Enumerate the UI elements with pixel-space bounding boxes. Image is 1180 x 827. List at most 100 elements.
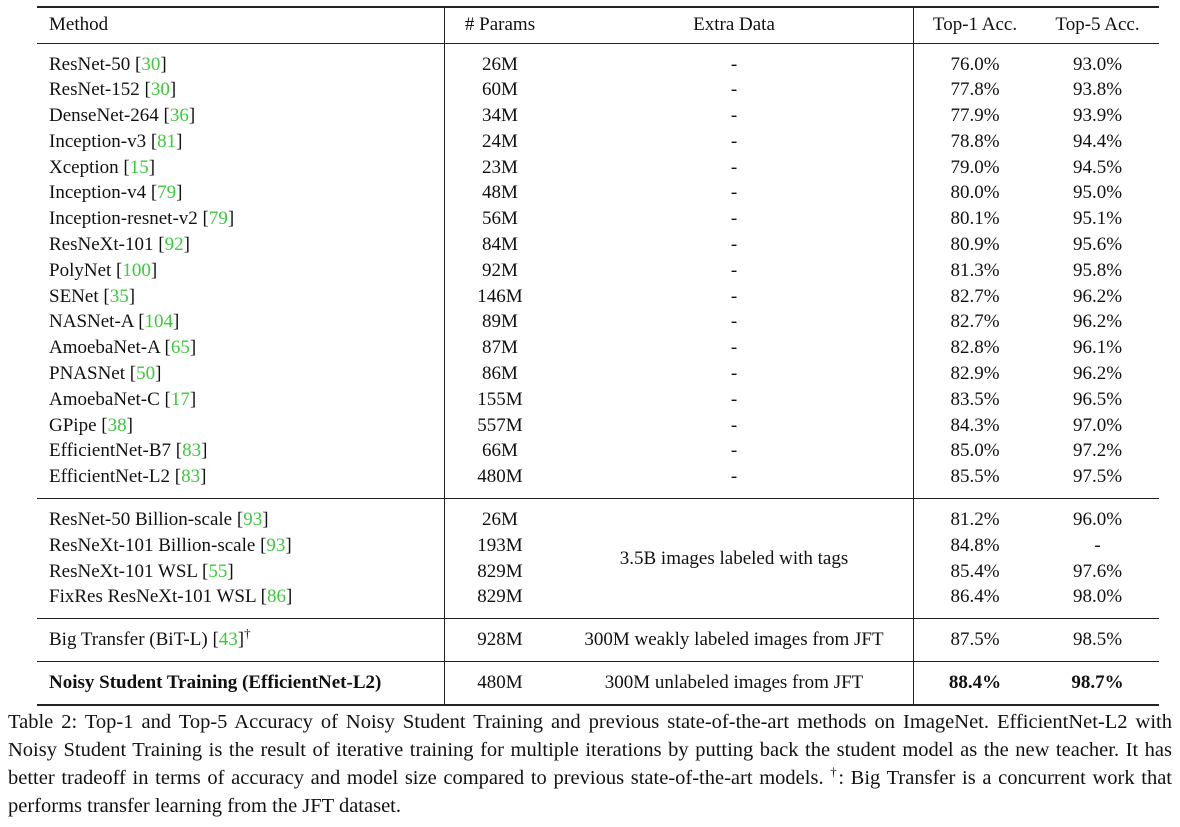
table-row: FixRes ResNeXt-101 WSL [86] 829M 86.4% 98.0… — [37, 584, 1159, 619]
top1-cell: 85.0% — [913, 438, 1036, 465]
top5-cell: 96.2% — [1072, 285, 1123, 307]
citation: 79 — [157, 182, 177, 204]
method-name: ] — [160, 53, 167, 75]
method-cell: PolyNet [100] — [37, 258, 445, 284]
method-name: NASNet-A [ — [49, 311, 145, 333]
citation: 35 — [109, 285, 129, 307]
params-cell: 84M — [444, 232, 555, 258]
table-row: NASNet-A [104] 89M -82.7% 96.2% — [37, 309, 1159, 336]
table-row: Xception [15] 23M -79.0% 94.5% — [37, 154, 1159, 181]
params-cell: 26M — [444, 498, 555, 533]
method-cell: EfficientNet-B7 [83] — [37, 438, 445, 464]
method-name: GPipe [ — [49, 414, 108, 436]
caption-text: : Big Transfer is a concurrent work that… — [8, 767, 1172, 817]
method-name: ] — [237, 629, 245, 651]
table-row: PNASNet [50] 86M -82.9% 96.2% — [37, 361, 1159, 387]
top5-cell: 95.0% — [1072, 182, 1123, 204]
table-row: ResNeXt-101 WSL [55] 829M 85.4% 97.6% — [37, 558, 1159, 585]
citation: 36 — [169, 105, 189, 127]
citation: 100 — [122, 259, 151, 281]
top1-cell: 86.4% — [913, 584, 1036, 619]
caption: Table 2: Top-1 and Top-5 Accuracy of Noi… — [8, 708, 1172, 820]
method-cell: Inception-resnet-v2 [79] — [37, 206, 445, 232]
citation: 93 — [266, 534, 286, 556]
extra-data-cell: - — [730, 311, 738, 333]
params-cell: 89M — [444, 309, 555, 336]
method-name: ] — [176, 130, 183, 152]
params-cell: 86M — [444, 361, 555, 387]
method-name: Inception-resnet-v2 [ — [49, 208, 209, 230]
method-name: ResNet-50 [ — [49, 53, 142, 75]
method-name: ] — [126, 414, 133, 436]
column-header: Top-5 Acc. — [1055, 14, 1140, 36]
extra-data-cell: - — [730, 105, 738, 127]
citation: 17 — [170, 388, 190, 410]
citation: 79 — [208, 208, 228, 230]
extra-data-cell: - — [730, 414, 738, 436]
method-cell: ResNet-50 [30] — [37, 43, 445, 77]
method-name: ResNeXt-101 WSL [ — [49, 560, 209, 582]
extra-data-cell: - — [730, 466, 738, 488]
row-group: ResNet-50 Billion-scale [93] 26M 3.5B imag… — [37, 498, 1159, 619]
top1-cell: 81.3% — [913, 257, 1036, 284]
citation: 30 — [141, 53, 161, 75]
params-cell: 56M — [444, 206, 555, 233]
top1-cell: 87.5% — [913, 618, 1036, 662]
method-name: ] — [169, 79, 177, 101]
top5-cell: - — [1094, 534, 1101, 556]
table-row: ResNet-152 [30] 60M -77.8% 93.8% — [37, 77, 1159, 104]
method-name: ] — [262, 509, 269, 531]
method-cell: DenseNet-264 [36] — [37, 103, 445, 129]
method-name: ] — [183, 234, 190, 256]
method-cell: PNASNet [50] — [37, 361, 445, 387]
results-table: Method # Params Extra Data Top-1 Acc. Top-5 … — [37, 6, 1159, 706]
extra-data-cell: - — [730, 182, 738, 204]
method-cell: ResNeXt-101 WSL [55] — [37, 559, 445, 585]
extra-data-cell: 300M weakly labeled images from JFT — [584, 629, 884, 651]
top5-cell: 98.7% — [1071, 672, 1124, 694]
column-header: Method — [49, 14, 109, 36]
method-name: Xception [ — [49, 156, 130, 178]
method-cell: Inception-v3 [81] — [37, 129, 445, 155]
method-cell: Big Transfer (BiT-L) [43]† — [37, 619, 445, 662]
table-row: PolyNet [100] 92M -81.3% 95.8% — [37, 257, 1159, 284]
params-cell: 146M — [444, 283, 555, 310]
top1-cell: 82.7% — [913, 283, 1036, 310]
top1-cell: 82.9% — [913, 361, 1036, 387]
method-name: EfficientNet-B7 [ — [49, 440, 183, 462]
params-cell: 34M — [444, 103, 555, 129]
method-name: Inception-v3 [ — [49, 130, 158, 152]
table-row: AmoebaNet-A [65] 87M -82.8% 96.1% — [37, 335, 1159, 362]
top5-cell: 97.2% — [1072, 440, 1123, 462]
table-row: ResNet-50 Billion-scale [93] 26M 3.5B imag… — [37, 498, 1159, 569]
row-group: ResNet-50 [30] 26M -76.0% 93.0% ResNet-152 [… — [37, 43, 1159, 499]
method-cell: ResNet-152 [30] — [37, 77, 445, 103]
params-cell: 24M — [444, 128, 555, 155]
params-cell: 480M — [444, 464, 555, 499]
row-group: Big Transfer (BiT-L) [43]† 928M 300M weakl… — [37, 618, 1159, 662]
method-name: ] — [128, 285, 136, 307]
citation: 65 — [170, 337, 190, 359]
extra-data-cell: - — [730, 440, 738, 462]
method-name: ] — [227, 208, 235, 230]
method-cell: AmoebaNet-C [17] — [37, 387, 445, 413]
params-cell: 60M — [444, 77, 555, 104]
params-cell: 480M — [444, 661, 555, 705]
method-name: ] — [189, 337, 197, 359]
extra-data-cell: - — [730, 337, 738, 359]
caption-text: Table 2: Top-1 and Top-5 Accuracy of Noi… — [8, 711, 1172, 789]
method-name: ] — [150, 259, 158, 281]
column-header: Top-1 Acc. — [913, 7, 1036, 43]
table-row: SENet [35] 146M -82.7% 96.2% — [37, 283, 1159, 310]
method-name: EfficientNet-L2 [ — [49, 466, 182, 488]
method-name: ResNet-50 Billion-scale [ — [49, 509, 244, 531]
citation: 30 — [150, 79, 170, 101]
top1-cell: 84.8% — [913, 532, 1036, 559]
params-cell: 92M — [444, 257, 555, 284]
citation: 104 — [144, 311, 174, 333]
top1-cell: 76.0% — [913, 43, 1036, 78]
top5-cell: 96.0% — [1072, 509, 1123, 531]
params-cell: 557M — [444, 412, 555, 439]
extra-data-cell: - — [730, 259, 738, 281]
top5-cell: 93.9% — [1072, 105, 1123, 127]
